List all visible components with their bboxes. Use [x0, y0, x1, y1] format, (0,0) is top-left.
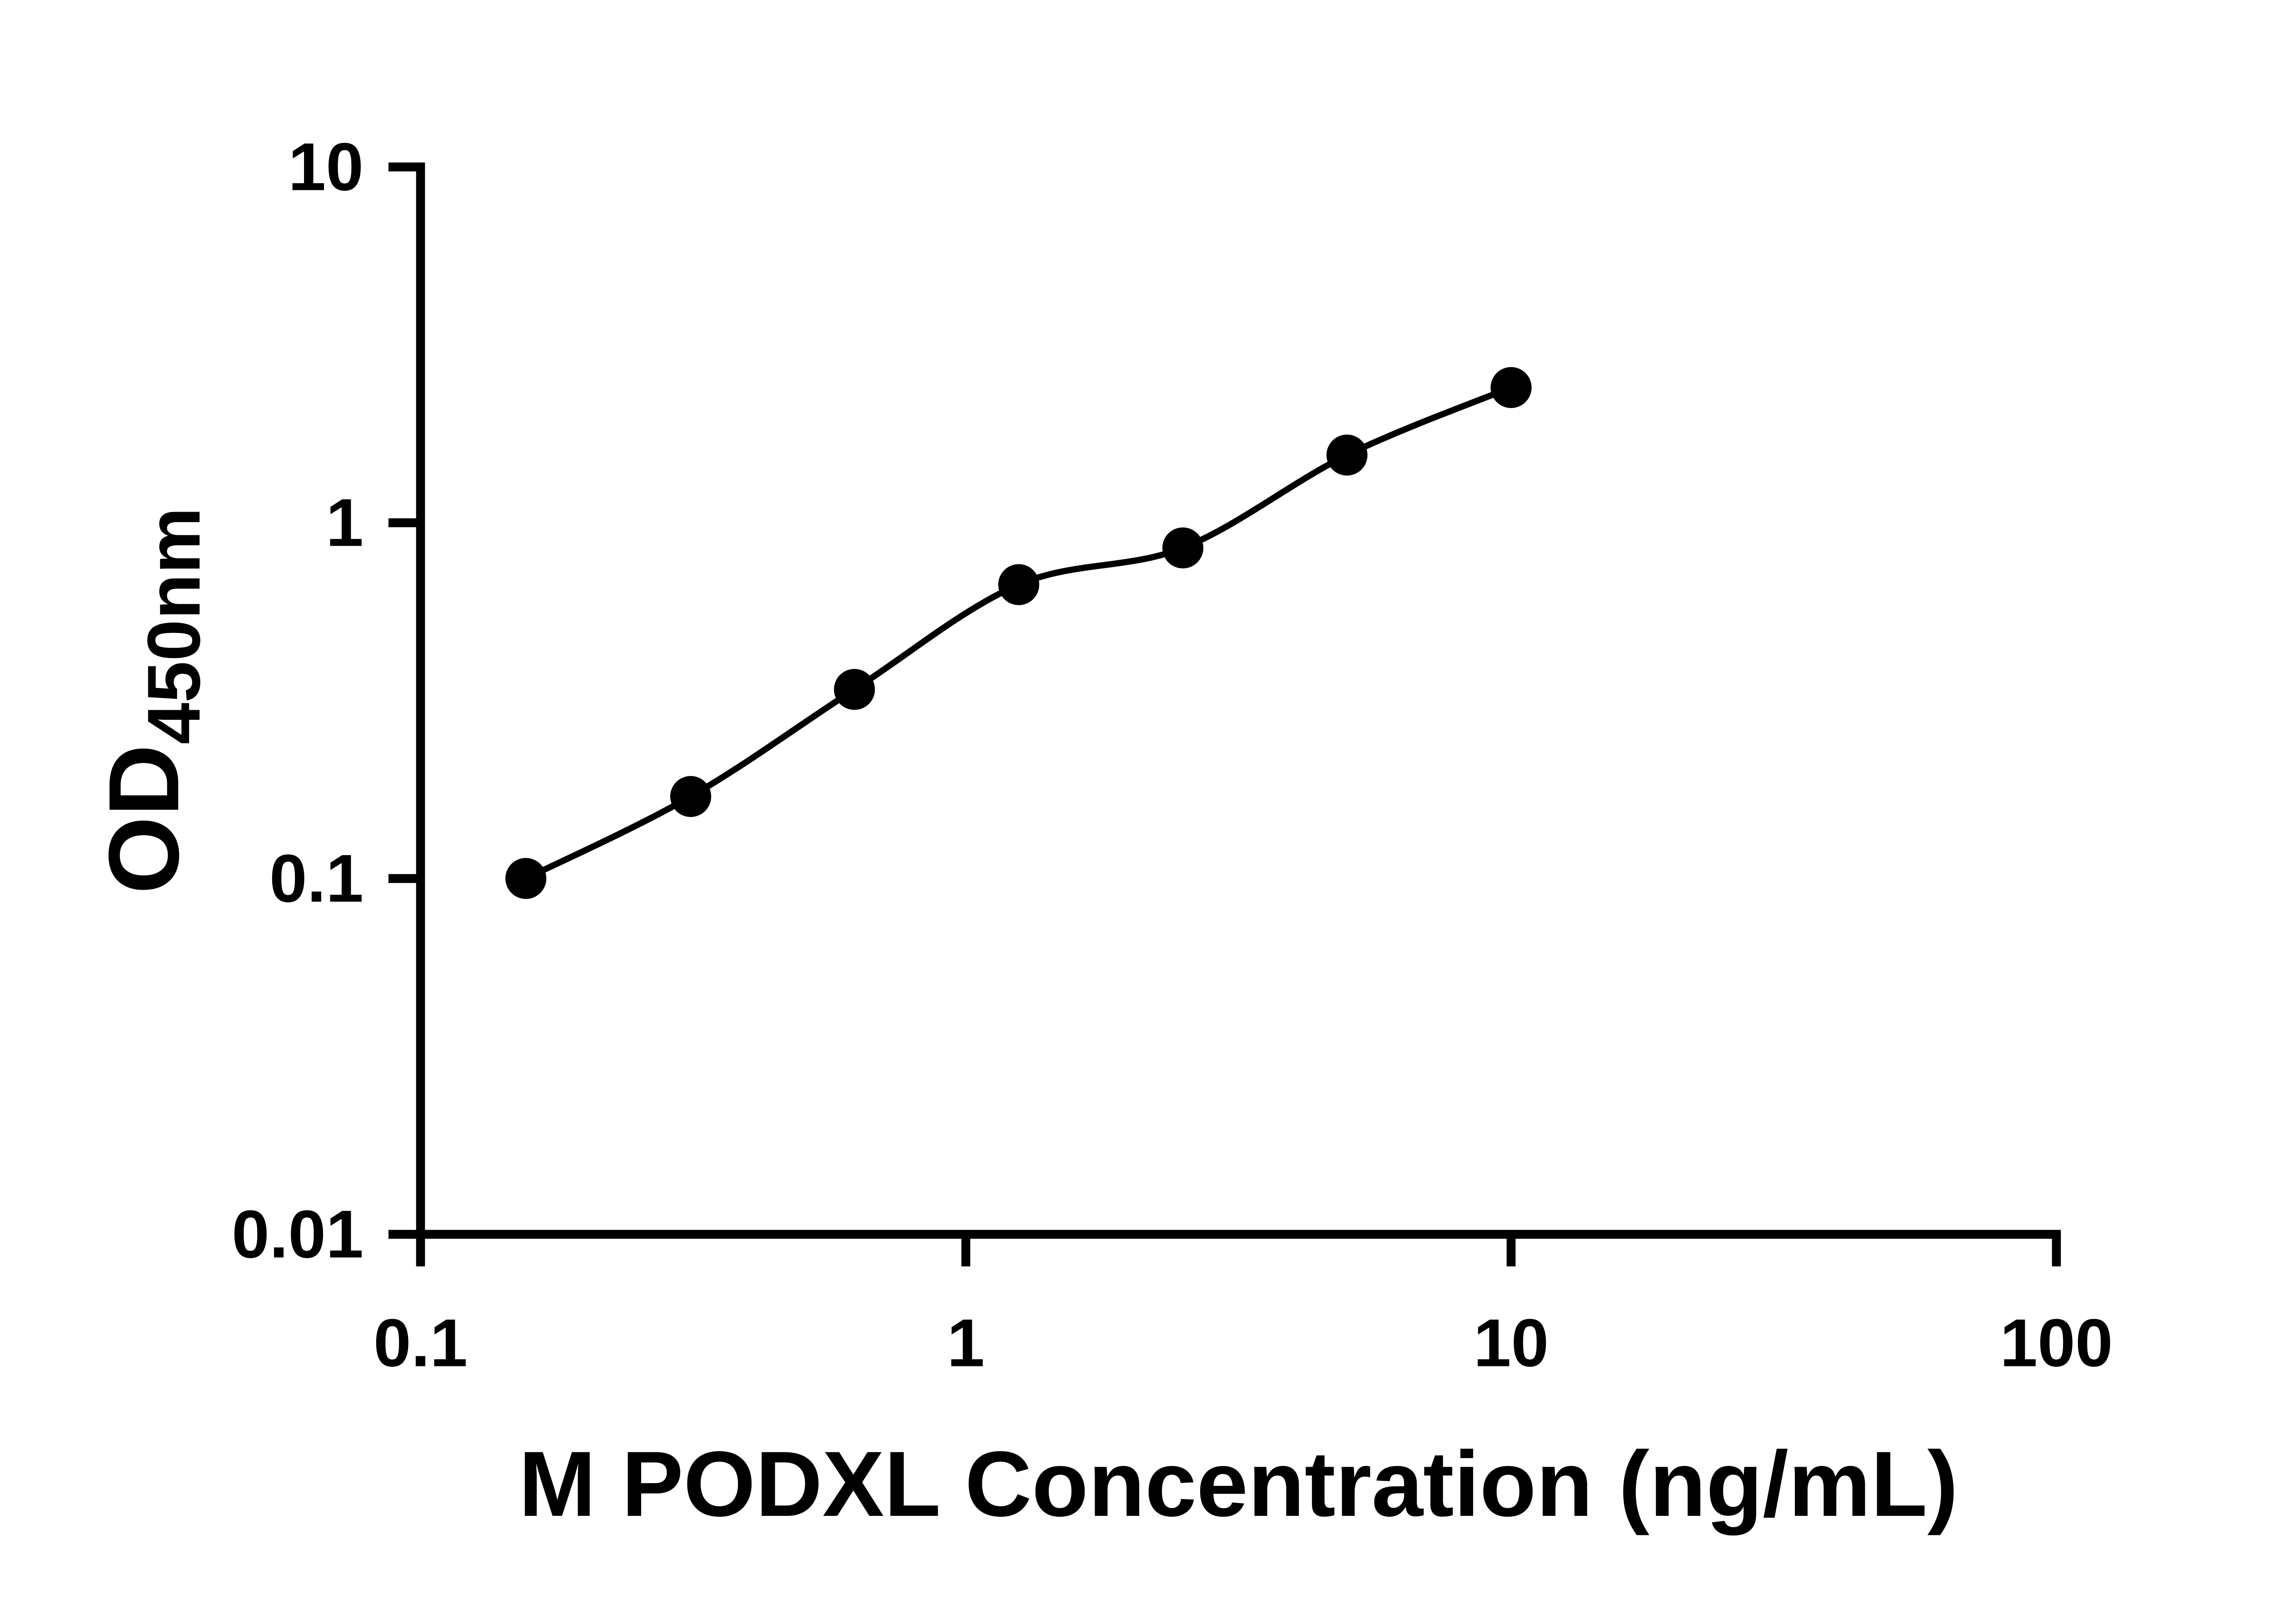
x-tick-label: 10 [1474, 1305, 1549, 1381]
data-point [834, 669, 875, 710]
y-tick-label: 0.01 [232, 1196, 364, 1272]
y-tick-label: 10 [288, 129, 364, 204]
y-axis-title-subscript: 450nm [132, 507, 215, 744]
y-axis-title: OD450nm [88, 507, 215, 894]
y-axis-title-main: OD [88, 744, 199, 894]
y-tick-label: 0.1 [269, 840, 364, 916]
x-tick-label: 0.1 [374, 1305, 468, 1381]
x-tick-label: 100 [2000, 1305, 2113, 1381]
data-point [1490, 367, 1532, 408]
x-axis-title: M PODXL Concentration (ng/mL) [518, 1432, 1958, 1536]
data-point [998, 564, 1040, 605]
data-point [670, 776, 712, 817]
y-tick-label: 1 [326, 484, 364, 560]
x-tick-label: 1 [947, 1305, 985, 1381]
data-point [505, 858, 547, 899]
data-point [1326, 434, 1368, 476]
data-point [1162, 527, 1204, 568]
